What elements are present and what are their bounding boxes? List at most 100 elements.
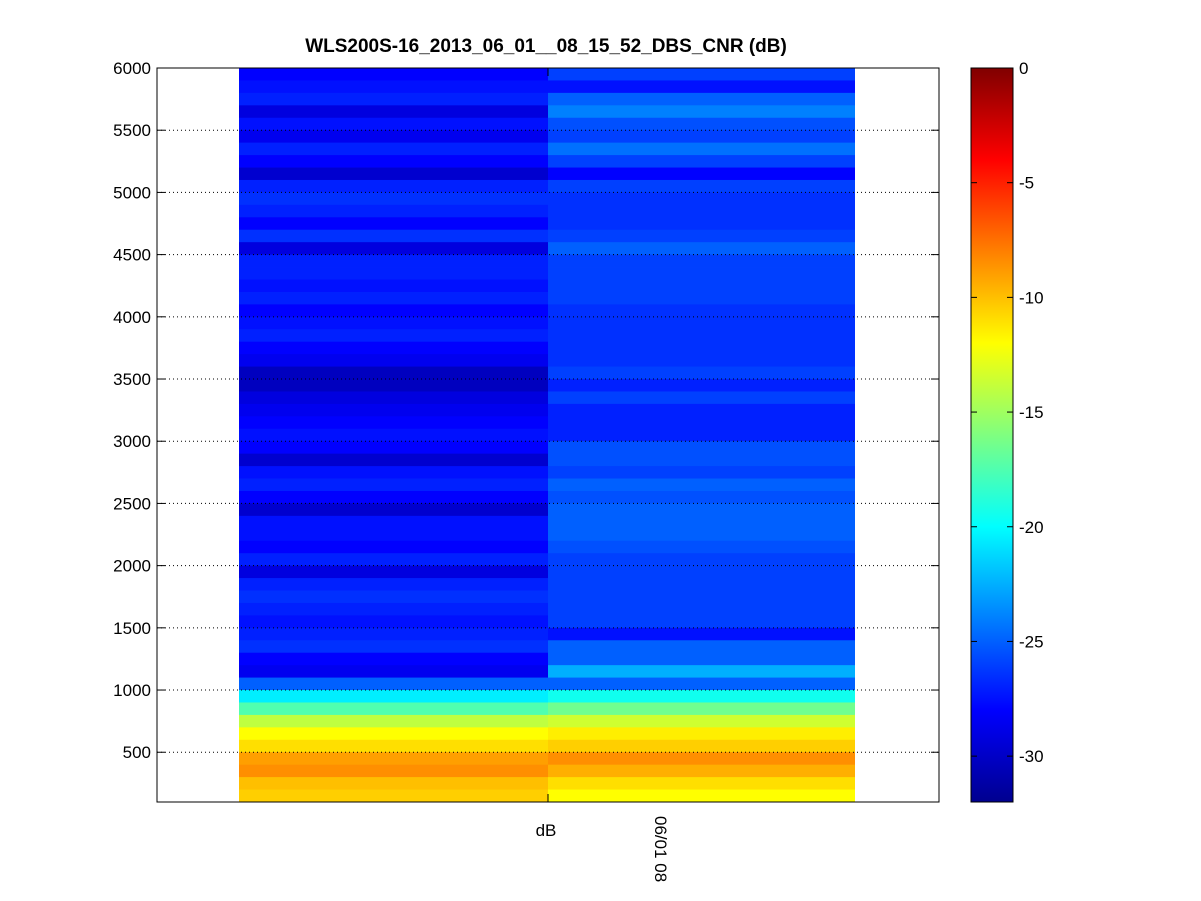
colorbar-ticks: 0 -5 -10 -15 -20 -25 -30 <box>971 59 1044 766</box>
heatmap-cell <box>239 690 548 703</box>
heatmap-cell <box>548 291 855 305</box>
heatmap-cell <box>239 242 548 256</box>
heatmap-cell <box>239 528 548 542</box>
heatmap-cell <box>548 690 855 703</box>
colorbar-tick-label: -20 <box>1019 518 1044 537</box>
heatmap-cell <box>548 764 855 778</box>
y-tick-label: 3000 <box>113 432 151 451</box>
heatmap-cell <box>548 503 855 517</box>
heatmap-cell <box>239 416 548 430</box>
x-tick-label: 06/01 08 <box>651 816 670 882</box>
colorbar-tick-label: -15 <box>1019 403 1044 422</box>
heatmap-cell <box>239 466 548 479</box>
heatmap-cell <box>239 652 548 666</box>
heatmap-cell <box>239 490 548 504</box>
heatmap-cell <box>548 217 855 231</box>
colorbar-tick-label: -5 <box>1019 174 1034 193</box>
heatmap-cell <box>239 68 548 81</box>
heatmap-cell <box>239 179 548 193</box>
heatmap-cell <box>548 254 855 268</box>
colorbar: 0 -5 -10 -15 -20 -25 -30 <box>970 59 1044 803</box>
heatmap-cell <box>239 665 548 678</box>
colorbar-frame <box>970 67 1014 803</box>
heatmap-cell <box>548 677 855 691</box>
heatmap-cell <box>239 291 548 305</box>
heatmap-cell <box>239 565 548 579</box>
heatmap-cell <box>239 92 548 106</box>
heatmap-cell <box>239 279 548 293</box>
heatmap-cell <box>548 453 855 467</box>
y-tick-label: 4000 <box>113 308 151 327</box>
heatmap-cell <box>548 553 855 567</box>
heatmap-cell <box>548 640 855 654</box>
heatmap-cell <box>239 578 548 591</box>
heatmap-cell <box>548 490 855 504</box>
heatmap-cell <box>239 167 548 181</box>
heatmap-cell <box>239 130 548 144</box>
heatmap-cell <box>239 267 548 280</box>
chart-title: WLS200S-16_2013_06_01__08_15_52_DBS_CNR … <box>305 36 787 57</box>
heatmap-cell <box>239 379 548 392</box>
heatmap-cell <box>239 192 548 206</box>
heatmap-cell <box>548 329 855 343</box>
y-tick-label: 3500 <box>113 370 151 389</box>
heatmap-cell <box>548 379 855 392</box>
heatmap-cell <box>239 403 548 417</box>
y-tick-label: 5000 <box>113 183 151 202</box>
heatmap-cell <box>548 229 855 243</box>
heatmap-cell <box>548 578 855 591</box>
heatmap-cell <box>548 192 855 206</box>
heatmap-cell <box>239 217 548 231</box>
heatmap-cell <box>239 752 548 766</box>
heatmap-cell <box>239 789 548 803</box>
heatmap-cell <box>548 403 855 417</box>
heatmap-cell <box>548 714 855 728</box>
heatmap-cell <box>548 92 855 106</box>
heatmap-cell <box>548 478 855 492</box>
y-tick-label: 2000 <box>113 557 151 576</box>
heatmap-cell <box>548 155 855 168</box>
heatmap-cell <box>548 727 855 741</box>
x-axis-label: dB <box>536 821 557 840</box>
heatmap-cell <box>239 366 548 380</box>
heatmap-cell <box>239 503 548 517</box>
heatmap-cell <box>548 515 855 529</box>
heatmap-cell <box>239 453 548 467</box>
y-tick-label: 1500 <box>113 619 151 638</box>
heatmap-cell <box>239 714 548 728</box>
heatmap-cell <box>548 441 855 455</box>
heatmap-cell <box>239 229 548 243</box>
heatmap-cell <box>239 391 548 405</box>
heatmap-cell <box>548 652 855 666</box>
heatmap-cell <box>548 789 855 803</box>
heatmap-cell <box>239 515 548 529</box>
heatmap-cell <box>548 391 855 405</box>
heatmap-cell <box>239 117 548 131</box>
y-tick-label: 5500 <box>113 121 151 140</box>
heatmap-cell <box>239 478 548 492</box>
heatmap-cell <box>548 590 855 604</box>
heatmap-cell <box>548 167 855 181</box>
heatmap-cell <box>239 540 548 554</box>
heatmap-cell <box>548 242 855 256</box>
heatmap-cell <box>239 553 548 567</box>
heatmap-cell <box>239 354 548 367</box>
heatmap-cell <box>239 105 548 119</box>
heatmap-cell <box>239 602 548 616</box>
heatmap-cell <box>239 155 548 168</box>
heatmap-cell <box>239 316 548 330</box>
heatmap-cell <box>548 130 855 144</box>
heatmap-cell <box>239 627 548 641</box>
heatmap-cell <box>548 80 855 94</box>
heatmap-cell <box>548 416 855 430</box>
heatmap-cell <box>548 316 855 330</box>
heatmap-cell <box>239 640 548 654</box>
colorbar-tick-label: -25 <box>1019 632 1044 651</box>
heatmap-cell <box>548 204 855 218</box>
heatmap-cell <box>548 179 855 193</box>
heatmap-cell <box>548 540 855 554</box>
colorbar-tick-label: -30 <box>1019 747 1044 766</box>
heatmap-cell <box>548 466 855 479</box>
heatmap-cell <box>239 739 548 753</box>
heatmap-cell <box>239 777 548 790</box>
